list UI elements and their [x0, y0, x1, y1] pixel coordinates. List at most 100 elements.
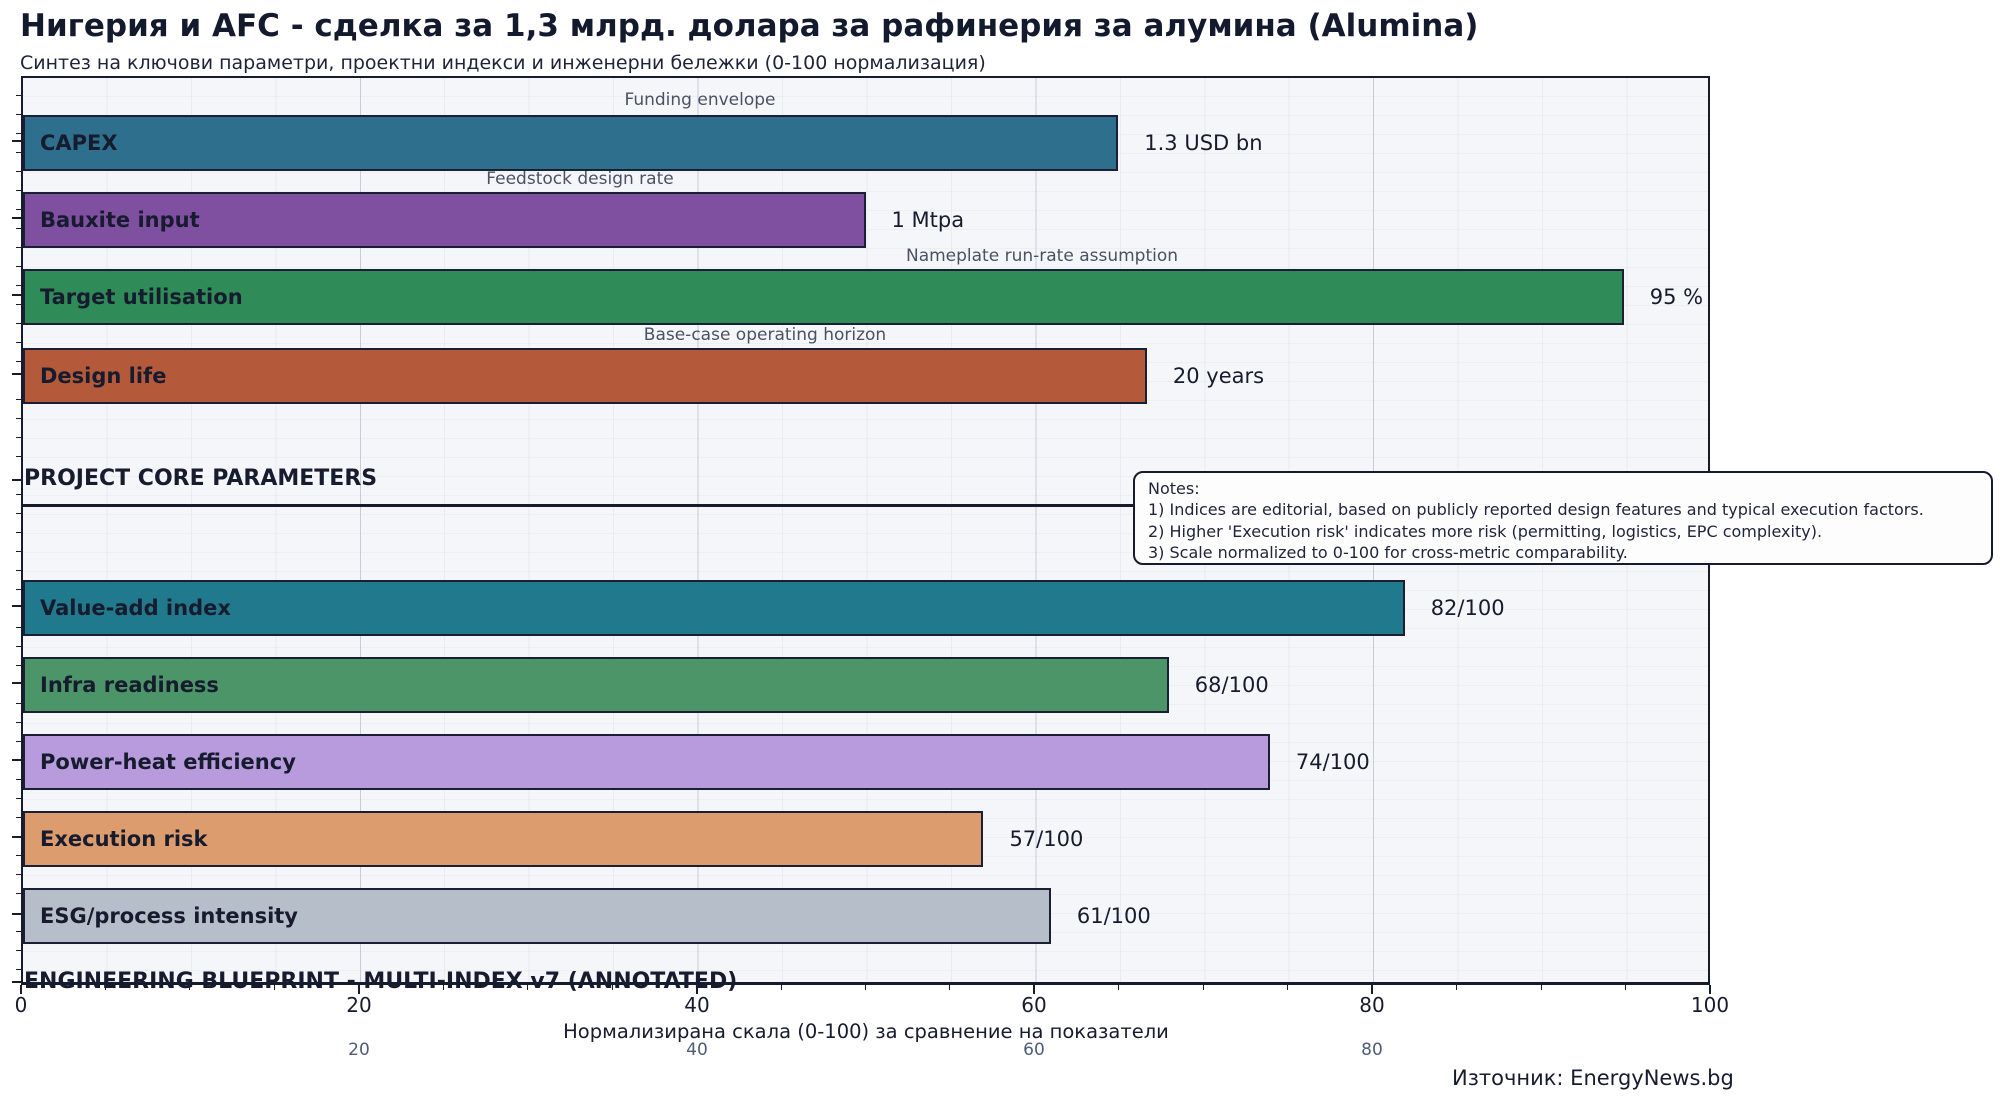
bar-row-power-heat: Power-heat efficiency 74/100 — [23, 734, 1708, 790]
bar-value: 1 Mtpa — [891, 208, 965, 232]
x-tick-0: 0 — [14, 993, 28, 1017]
x-axis-minor-tick — [1625, 985, 1627, 990]
bar-label: Design life — [40, 364, 167, 388]
x-axis-minor-tick — [104, 985, 106, 990]
annotation-feedstock-rate: Feedstock design rate — [486, 169, 674, 189]
y-axis-minor-tick — [16, 893, 21, 894]
x2-tick-60: 60 — [1023, 1040, 1045, 1060]
y-axis-minor-tick — [16, 437, 21, 438]
bar-label: Infra readiness — [40, 673, 219, 697]
x-axis-minor-tick — [189, 985, 191, 990]
bar-row-execution-risk: Execution risk 57/100 — [23, 811, 1708, 867]
bar-value: 68/100 — [1194, 673, 1269, 697]
x2-tick-20: 20 — [348, 1040, 370, 1060]
x2-tick-80: 80 — [1361, 1040, 1383, 1060]
y-axis-minor-tick — [16, 190, 21, 191]
y-axis-minor-tick — [16, 114, 21, 115]
x-axis-major-tick — [1709, 985, 1711, 994]
y-axis-major-tick — [12, 836, 21, 838]
bar-label: Value-add index — [40, 596, 231, 620]
y-axis-major-tick — [12, 981, 21, 983]
bar-label: Execution risk — [40, 827, 208, 851]
y-axis-minor-tick — [16, 779, 21, 780]
y-axis-major-tick — [12, 140, 21, 142]
y-axis-minor-tick — [16, 342, 21, 343]
x-axis-major-tick — [20, 985, 22, 994]
bar-value: 57/100 — [1009, 827, 1084, 851]
y-axis-minor-tick — [16, 228, 21, 229]
bar-design-life: Design life — [23, 348, 1147, 404]
y-axis-minor-tick — [16, 513, 21, 514]
x-tick-20: 20 — [346, 993, 372, 1017]
y-axis-minor-tick — [16, 418, 21, 419]
chart-subtitle: Синтез на ключови параметри, проектни ин… — [20, 52, 986, 74]
x-axis-minor-tick — [527, 985, 529, 990]
section-divider-line — [21, 504, 1710, 507]
x-axis-minor-tick — [1287, 985, 1289, 990]
bar-value: 74/100 — [1295, 750, 1370, 774]
x-axis-major-tick — [357, 985, 360, 994]
y-axis-minor-tick — [16, 931, 21, 932]
y-axis-minor-tick — [16, 133, 21, 134]
y-axis-minor-tick — [16, 323, 21, 324]
bar-esg-process-intensity: ESG/process intensity — [23, 888, 1051, 944]
x-axis-minor-tick — [1118, 985, 1120, 990]
x-tick-100: 100 — [1690, 993, 1730, 1017]
y-axis-minor-tick — [16, 817, 21, 818]
y-axis-minor-tick — [16, 551, 21, 552]
y-axis-major-tick — [12, 294, 21, 296]
y-axis-minor-tick — [16, 399, 21, 400]
x-axis-minor-tick — [780, 985, 782, 990]
bar-row-value-add: Value-add index 82/100 — [23, 580, 1708, 636]
x-tick-80: 80 — [1359, 993, 1385, 1017]
y-axis-major-tick — [12, 217, 21, 219]
notes-line: 3) Scale normalized to 0-100 for cross-m… — [1148, 542, 1628, 562]
section-label-engineering-blueprint: ENGINEERING BLUEPRINT - MULTI-INDEX v7 (… — [24, 969, 738, 994]
notes-box: Notes: 1) Indices are editorial, based o… — [1133, 471, 1993, 565]
y-axis-minor-tick — [16, 741, 21, 742]
x-axis-minor-tick — [949, 985, 951, 990]
y-axis-minor-tick — [16, 703, 21, 704]
y-axis-minor-tick — [16, 589, 21, 590]
x-axis-major-tick — [1033, 985, 1036, 994]
section-label-core-parameters: PROJECT CORE PARAMETERS — [24, 466, 378, 491]
x-tick-60: 60 — [1021, 993, 1047, 1017]
bar-row-design-life: Design life 20 years — [23, 348, 1708, 404]
y-axis-minor-tick — [16, 494, 21, 495]
y-axis-major-tick — [12, 682, 21, 684]
bar-value: 1.3 USD bn — [1144, 131, 1263, 155]
x-axis-minor-tick — [611, 985, 613, 990]
bar-capex: CAPEX — [23, 115, 1119, 171]
y-axis-minor-tick — [16, 152, 21, 153]
y-axis-minor-tick — [16, 171, 21, 172]
y-axis-major-tick — [12, 373, 21, 375]
y-axis-minor-tick — [16, 646, 21, 647]
y-axis-minor-tick — [16, 950, 21, 951]
x-axis-title: Нормализирана скала (0-100) за сравнение… — [563, 1020, 1169, 1043]
bar-label: Bauxite input — [40, 208, 200, 232]
bar-value: 61/100 — [1076, 904, 1151, 928]
bar-power-heat-efficiency: Power-heat efficiency — [23, 734, 1270, 790]
y-axis-minor-tick — [16, 304, 21, 305]
x-axis-minor-tick — [442, 985, 444, 990]
bar-value: 20 years — [1172, 364, 1265, 388]
y-axis-minor-tick — [16, 627, 21, 628]
bar-label: CAPEX — [40, 131, 118, 155]
y-axis-minor-tick — [16, 798, 21, 799]
notes-line: 1) Indices are editorial, based on publi… — [1148, 500, 1924, 520]
bar-row-infra-readiness: Infra readiness 68/100 — [23, 657, 1708, 713]
y-axis-minor-tick — [16, 95, 21, 96]
x2-tick-40: 40 — [686, 1040, 708, 1060]
y-axis-minor-tick — [16, 266, 21, 267]
y-axis-major-tick — [12, 759, 21, 761]
notes-line: Notes: — [1148, 479, 1200, 498]
y-axis-minor-tick — [16, 969, 21, 970]
bar-value: 95 % — [1649, 285, 1704, 309]
bar-infra-readiness: Infra readiness — [23, 657, 1169, 713]
bar-bauxite-input: Bauxite input — [23, 192, 866, 248]
bar-row-bauxite: Bauxite input 1 Mtpa — [23, 192, 1708, 248]
annotation-funding-envelope: Funding envelope — [624, 90, 776, 110]
bar-label: ESG/process intensity — [40, 904, 298, 928]
bar-row-esg-intensity: ESG/process intensity 61/100 — [23, 888, 1708, 944]
y-axis-minor-tick — [16, 532, 21, 533]
